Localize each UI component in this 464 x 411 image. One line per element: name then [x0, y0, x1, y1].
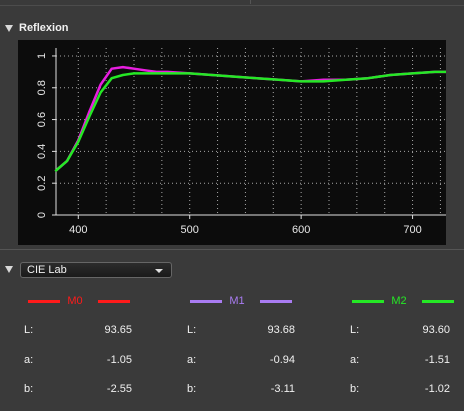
m1-l-row: L: 93.68 [187, 324, 295, 338]
y-tick-label: 0 [36, 212, 48, 218]
m2-a-row: a: -1.51 [350, 354, 450, 368]
section-divider [0, 249, 464, 250]
m1-a-row: a: -0.94 [187, 354, 295, 368]
m0-a-row: a: -1.05 [24, 354, 132, 368]
x-tick-label: 600 [292, 224, 310, 236]
a-value: -1.05 [106, 354, 132, 366]
b-label: b: [187, 383, 197, 395]
legend-swatch-right [422, 300, 454, 303]
y-tick-label: 0.4 [36, 144, 48, 159]
series-line-1 [54, 70, 446, 172]
legend-swatch-right [260, 300, 292, 303]
disclosure-triangle-icon[interactable] [5, 24, 13, 32]
a-value: -1.51 [424, 354, 450, 366]
legend-swatch-left [352, 300, 384, 303]
measurement-name: M1 [229, 295, 245, 307]
l-value: 93.60 [422, 324, 450, 336]
b-value: -1.02 [424, 383, 450, 395]
chevron-down-icon [155, 269, 163, 273]
measurement-column-m0: M0 [20, 292, 130, 310]
reflexion-section-header[interactable]: Reflexion [0, 18, 464, 38]
measurement-legend[interactable]: M2 [344, 292, 454, 310]
a-value: -0.94 [269, 354, 295, 366]
series-line-0 [54, 65, 446, 172]
a-label: a: [350, 354, 360, 366]
colorspace-selected: CIE Lab [27, 264, 67, 276]
m2-l-row: L: 93.60 [350, 324, 450, 338]
y-tick-label: 0.8 [36, 80, 48, 95]
a-label: a: [187, 354, 197, 366]
x-tick-label: 500 [181, 224, 199, 236]
l-label: L: [187, 324, 197, 336]
panel-tab-edge [0, 0, 251, 4]
a-label: a: [24, 354, 34, 366]
chart-svg: 0 0.2 0.4 0.6 0.8 1 400 500 600 700 [36, 48, 446, 236]
legend-swatch-right [98, 300, 130, 303]
m2-b-row: b: -1.02 [350, 383, 450, 397]
legend-swatch-left [28, 300, 60, 303]
colorspace-dropdown[interactable]: CIE Lab [20, 262, 172, 278]
measurement-column-m2: M2 [344, 292, 454, 310]
disclosure-triangle-icon[interactable] [5, 265, 13, 273]
b-value: -3.11 [270, 383, 295, 395]
b-value: -2.55 [106, 383, 132, 395]
y-tick-label: 1 [36, 53, 48, 59]
x-tick-label: 400 [69, 224, 87, 236]
measurement-legend[interactable]: M0 [20, 292, 130, 310]
l-value: 93.68 [267, 324, 295, 336]
m0-b-row: b: -2.55 [24, 383, 132, 397]
l-label: L: [350, 324, 360, 336]
y-tick-label: 0.6 [36, 112, 48, 127]
m1-b-row: b: -3.11 [187, 383, 295, 397]
l-label: L: [24, 324, 34, 336]
legend-swatch-left [190, 300, 222, 303]
m0-l-row: L: 93.65 [24, 324, 132, 338]
l-value: 93.65 [104, 324, 132, 336]
b-label: b: [24, 383, 34, 395]
reflectance-chart: 0 0.2 0.4 0.6 0.8 1 400 500 600 700 [18, 40, 446, 245]
measurement-legend[interactable]: M1 [182, 292, 292, 310]
b-label: b: [350, 383, 360, 395]
measurement-column-m1: M1 [182, 292, 292, 310]
measurement-name: M0 [67, 295, 83, 307]
section-title: Reflexion [19, 22, 69, 34]
colorspace-section-header[interactable] [0, 259, 20, 279]
top-panel-edge [0, 0, 464, 6]
y-tick-label: 0.2 [36, 176, 48, 191]
x-tick-label: 700 [403, 224, 421, 236]
measurement-name: M2 [391, 295, 407, 307]
